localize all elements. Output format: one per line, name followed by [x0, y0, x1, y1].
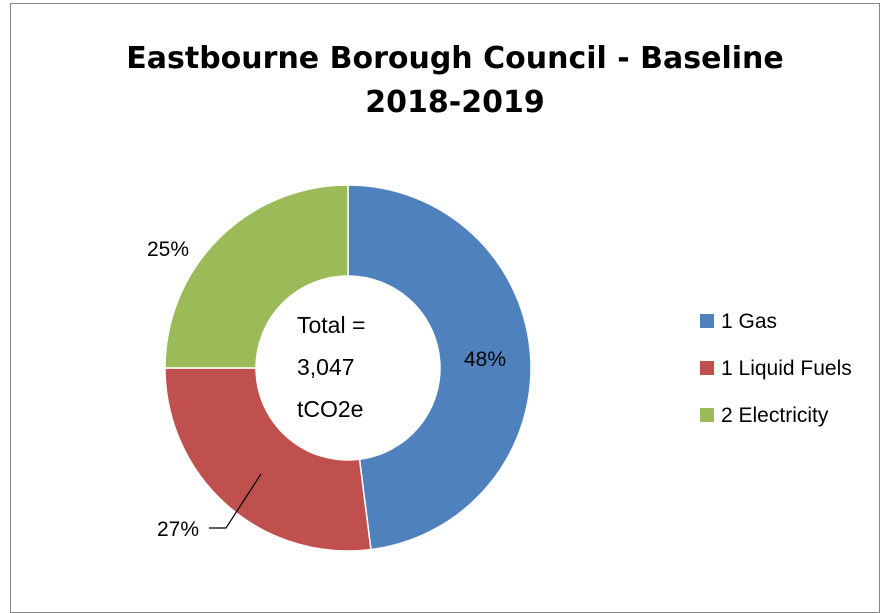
- legend-swatch-0: [700, 314, 714, 328]
- center-text-line-3: tCO2e: [297, 396, 363, 422]
- legend-label-2: 2 Electricity: [721, 404, 829, 427]
- slice-label-2: 25%: [147, 238, 189, 261]
- chart-title-line-1: Eastbourne Borough Council - Baseline: [126, 41, 783, 76]
- donut-center-text: Total = 3,047 tCO2e: [297, 312, 365, 422]
- center-text-line-2: 3,047: [297, 354, 355, 380]
- legend-swatch-2: [700, 408, 714, 422]
- slice-label-1: 27%: [157, 518, 199, 541]
- donut-slice-1: [164, 367, 372, 552]
- slice-label-leader-line: [209, 473, 262, 529]
- legend-label-0: 1 Gas: [721, 310, 777, 333]
- slice-labels: 48% 27% 25%: [147, 238, 506, 541]
- donut-slice-2: [164, 184, 349, 369]
- legend-swatch-1: [700, 361, 714, 375]
- chart-title-line-2: 2018-2019: [365, 85, 544, 120]
- donut-slice-0: [347, 184, 532, 551]
- donut-slices: [164, 184, 532, 552]
- chart-legend: 1 Gas 1 Liquid Fuels 2 Electricity: [700, 310, 852, 427]
- center-text-line-1: Total =: [297, 312, 365, 338]
- legend-label-1: 1 Liquid Fuels: [721, 357, 852, 380]
- slice-label-0: 48%: [464, 348, 506, 371]
